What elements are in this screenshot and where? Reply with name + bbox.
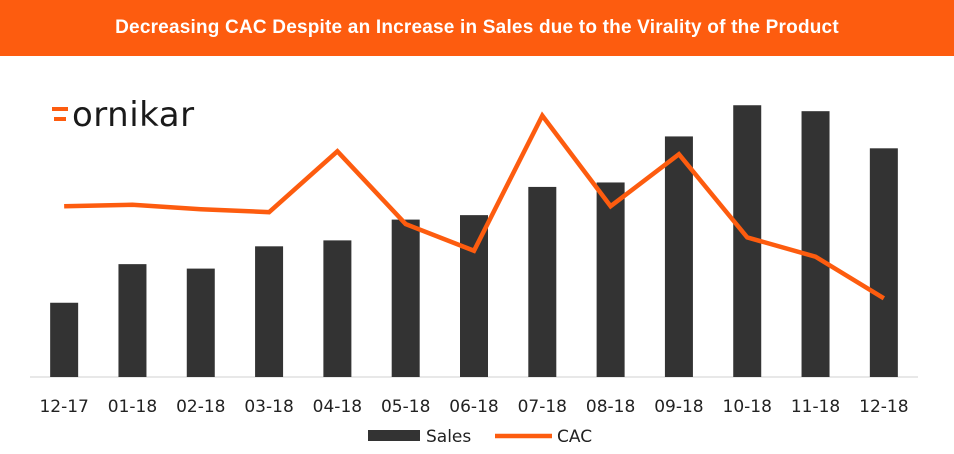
sales-bar-08-18 [596,182,625,377]
logo-text: ornikar [72,95,195,135]
chart-title: Decreasing CAC Despite an Increase in Sa… [115,17,839,38]
sales-bar-04-18 [323,240,352,377]
x-tick-label: 01-18 [108,397,157,417]
x-tick-label: 07-18 [518,397,567,417]
sales-bar-01-18 [118,264,147,377]
sales-bar-09-18 [664,136,693,377]
sales-bar-11-18 [801,111,830,377]
sales-bar-07-18 [528,186,557,377]
x-tick-label: 03-18 [244,397,293,417]
x-tick-label: 10-18 [723,397,772,417]
x-tick-label: 08-18 [586,397,635,417]
sales-bar-12-18 [869,148,898,377]
x-tick-label: 09-18 [654,397,703,417]
ornikar-logo: ornikar [52,95,195,135]
sales-bar-03-18 [255,246,284,377]
legend-label-cac: CAC [557,427,592,447]
legend: Sales CAC [368,427,592,447]
x-tick-label: 04-18 [313,397,362,417]
chart-title-bar: Decreasing CAC Despite an Increase in Sa… [0,0,954,56]
x-tick-label: 11-18 [791,397,840,417]
sales-bar-02-18 [186,268,215,377]
x-tick-label: 02-18 [176,397,225,417]
x-tick-label: 05-18 [381,397,430,417]
x-tick-label: 12-18 [859,397,908,417]
sales-bar-05-18 [391,219,420,377]
x-tick-label: 06-18 [449,397,498,417]
legend-swatch-sales [368,430,420,441]
sales-bar-06-18 [460,215,488,377]
x-tick-label: 12-17 [39,397,88,417]
sales-bar-12-17 [50,302,79,377]
logo-mark-icon [52,104,68,126]
x-tick-labels: 12-17 01-18 02-18 03-18 04-18 05-18 06-18 07-18… [39,397,908,417]
sales-bars [50,105,898,378]
legend-label-sales: Sales [426,427,471,447]
